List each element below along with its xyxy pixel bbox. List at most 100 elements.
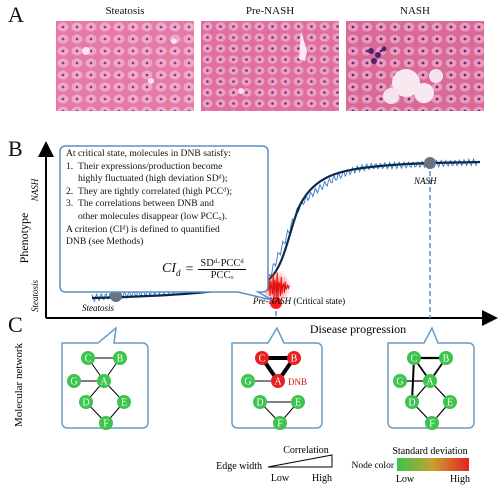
network-node-label: F — [429, 419, 435, 430]
formula-numerator: SDᵈ·PCCᵈ — [198, 258, 246, 270]
pre-nash-name: Pre-NASH — [252, 296, 292, 306]
network-node-f — [425, 416, 439, 430]
edge-width-label: Edge width — [216, 461, 262, 472]
nash-point-label: NASH — [413, 176, 437, 186]
callout-criterion-2: DNB (see Methods) — [66, 236, 266, 249]
network-node-d — [405, 395, 419, 409]
callout-item-2-num: 2. — [66, 185, 74, 197]
network-steatosis: A B C D E F G — [67, 351, 131, 430]
steatosis-point-label: Steatosis — [82, 303, 114, 313]
network-node-a — [423, 374, 437, 388]
y-axis-top-state: NASH — [30, 178, 40, 202]
network-node-label: E — [121, 398, 127, 409]
formula-lhs: CId — [162, 261, 181, 278]
callout-intro: At critical state, molecules in DNB sati… — [66, 148, 231, 159]
network-node-label: F — [103, 419, 109, 430]
network-node-f — [273, 416, 287, 430]
callout-item-2-text: They are tightly correlated (high PCCᵈ); — [78, 185, 233, 197]
network-node-label: C — [259, 354, 266, 365]
tissue-image-pre-nash — [201, 21, 339, 111]
network-node-b — [113, 351, 127, 365]
callout-item-1-text: Their expressions/production become — [78, 160, 223, 172]
network-node-label: G — [70, 377, 77, 388]
network-node-label: F — [277, 419, 283, 430]
network-node-label: B — [443, 354, 450, 365]
network-nash: A B C D E F G — [393, 351, 457, 430]
correlation-title: Correlation — [283, 445, 329, 456]
formula-denominator: PCCₒ — [210, 270, 234, 281]
y-axis-label: Phenotype — [17, 213, 31, 264]
molecular-network-label: Molecular network — [13, 343, 25, 427]
tissue-label-nash: NASH — [400, 5, 430, 17]
callout-item-2: 2. They are tightly correlated (high PCC… — [66, 186, 266, 199]
network-node-label: E — [295, 398, 301, 409]
network-node-a — [97, 374, 111, 388]
network-node-b — [287, 351, 301, 365]
network-node-label: B — [117, 354, 124, 365]
network-node-g — [241, 374, 255, 388]
network-node-a — [271, 374, 285, 388]
tissue-label-steatosis: Steatosis — [105, 5, 145, 17]
callout-item-1: 1. Their expressions/production become — [66, 161, 266, 174]
steatosis-point — [110, 290, 122, 302]
network-pre-nash: A B C D E F G DNB — [241, 351, 307, 430]
nash-point — [424, 157, 436, 169]
network-node-label: D — [408, 398, 415, 409]
network-node-label: D — [256, 398, 263, 409]
dnb-label: DNB — [288, 377, 307, 387]
node-color-label: Node color — [352, 461, 395, 471]
network-node-c — [255, 351, 269, 365]
callout-item-1-num: 1. — [66, 160, 74, 172]
network-node-c — [81, 351, 95, 365]
callout-criterion-1: A criterion (CIᵈ) is defined to quantifi… — [66, 223, 220, 235]
network-node-label: A — [274, 377, 282, 388]
tissue-image-nash — [346, 21, 484, 111]
network-node-label: A — [100, 377, 108, 388]
network-node-e — [291, 395, 305, 409]
network-node-d — [79, 395, 93, 409]
edge-width-wedge — [267, 454, 333, 468]
network-node-label: C — [85, 354, 92, 365]
ci-formula: CId = SDᵈ·PCCᵈ PCCₒ — [162, 258, 246, 281]
network-node-label: G — [396, 377, 403, 388]
formula-fraction: SDᵈ·PCCᵈ PCCₒ — [198, 258, 246, 281]
sd-gradient — [397, 458, 469, 471]
network-node-label: E — [447, 398, 453, 409]
correlation-high: High — [312, 473, 332, 484]
network-node-g — [67, 374, 81, 388]
tissue-label-pre-nash: Pre-NASH — [245, 5, 295, 17]
correlation-low: Low — [271, 473, 290, 484]
dnb-callout: At critical state, molecules in DNB sati… — [66, 148, 266, 249]
sd-title: Standard deviation — [392, 446, 467, 457]
network-node-f — [99, 416, 113, 430]
sd-high: High — [450, 474, 470, 485]
callout-item-3-cont: other molecules disappear (low PCCₒ). — [78, 210, 228, 222]
network-node-label: C — [411, 354, 418, 365]
network-edge — [411, 357, 415, 403]
network-node-g — [393, 374, 407, 388]
callout-item-3-text: The correlations between DNB and — [78, 198, 214, 210]
network-node-c — [407, 351, 421, 365]
panel-c-letter: C — [8, 312, 23, 337]
callout-item-1-cont: highly fluctuated (high deviation SDᵈ); — [78, 173, 228, 185]
x-axis-label: Disease progression — [310, 322, 406, 336]
network-node-e — [117, 395, 131, 409]
network-node-label: B — [291, 354, 298, 365]
pre-nash-suffix: (Critical state) — [291, 296, 345, 306]
network-node-e — [443, 395, 457, 409]
network-node-label: D — [82, 398, 89, 409]
network-node-label: A — [426, 377, 434, 388]
callout-criterion-2-text: DNB (see Methods) — [66, 236, 144, 248]
pre-nash-point-label: Pre-NASH (Critical state) — [252, 296, 345, 306]
network-node-d — [253, 395, 267, 409]
panel-a-letter: A — [8, 2, 24, 27]
network-node-b — [439, 351, 453, 365]
tissue-image-steatosis — [56, 21, 194, 111]
sd-low: Low — [396, 474, 415, 485]
y-axis-bottom-state: Steatosis — [30, 280, 40, 312]
pre-nash-point — [270, 297, 282, 309]
callout-item-3: 3. The correlations between DNB and — [66, 198, 266, 211]
callout-item-3-num: 3. — [66, 198, 74, 210]
panel-b-letter: B — [8, 136, 23, 161]
